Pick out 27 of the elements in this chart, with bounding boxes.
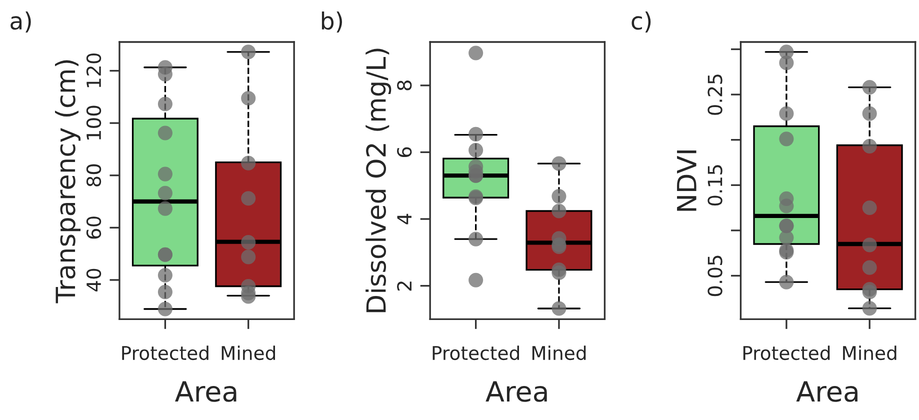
y-axis-title: Dissolved O2 (mg/L) <box>366 48 392 312</box>
y-axis-title: NDVI <box>677 150 696 211</box>
y-tick-label: 80 <box>86 164 102 186</box>
y-axis-title: Transparency (cm) <box>55 60 81 304</box>
y-tick-label: 120 <box>86 54 102 88</box>
y-tick-label: 4 <box>397 214 412 224</box>
y-tick-label: 0.05 <box>708 256 722 296</box>
y-tick-label: 8 <box>397 80 412 90</box>
y-tick-label: 0.25 <box>708 74 722 115</box>
x-tick-label: Mined <box>843 346 896 360</box>
x-axis-title: Area <box>486 381 547 402</box>
x-tick-label: Protected <box>743 346 830 360</box>
y-tick-label: 60 <box>86 216 102 239</box>
y-tick-label: 0.15 <box>708 165 722 206</box>
y-tick-label: 2 <box>397 282 412 291</box>
x-axis-title: Area <box>796 381 858 402</box>
y-tick-label: 100 <box>86 106 102 140</box>
x-tick-label: Protected <box>432 346 519 360</box>
y-tick-label: 40 <box>86 268 102 292</box>
y-tick-label: 6 <box>397 147 412 158</box>
x-axis-title: Area <box>175 381 236 402</box>
x-tick-label: Protected <box>122 346 208 360</box>
chart-title: c) <box>632 11 651 33</box>
x-tick-label: Mined <box>532 346 586 360</box>
chart-title: b) <box>322 11 342 33</box>
x-tick-label: Mined <box>222 346 275 360</box>
chart-title: a) <box>10 11 31 33</box>
